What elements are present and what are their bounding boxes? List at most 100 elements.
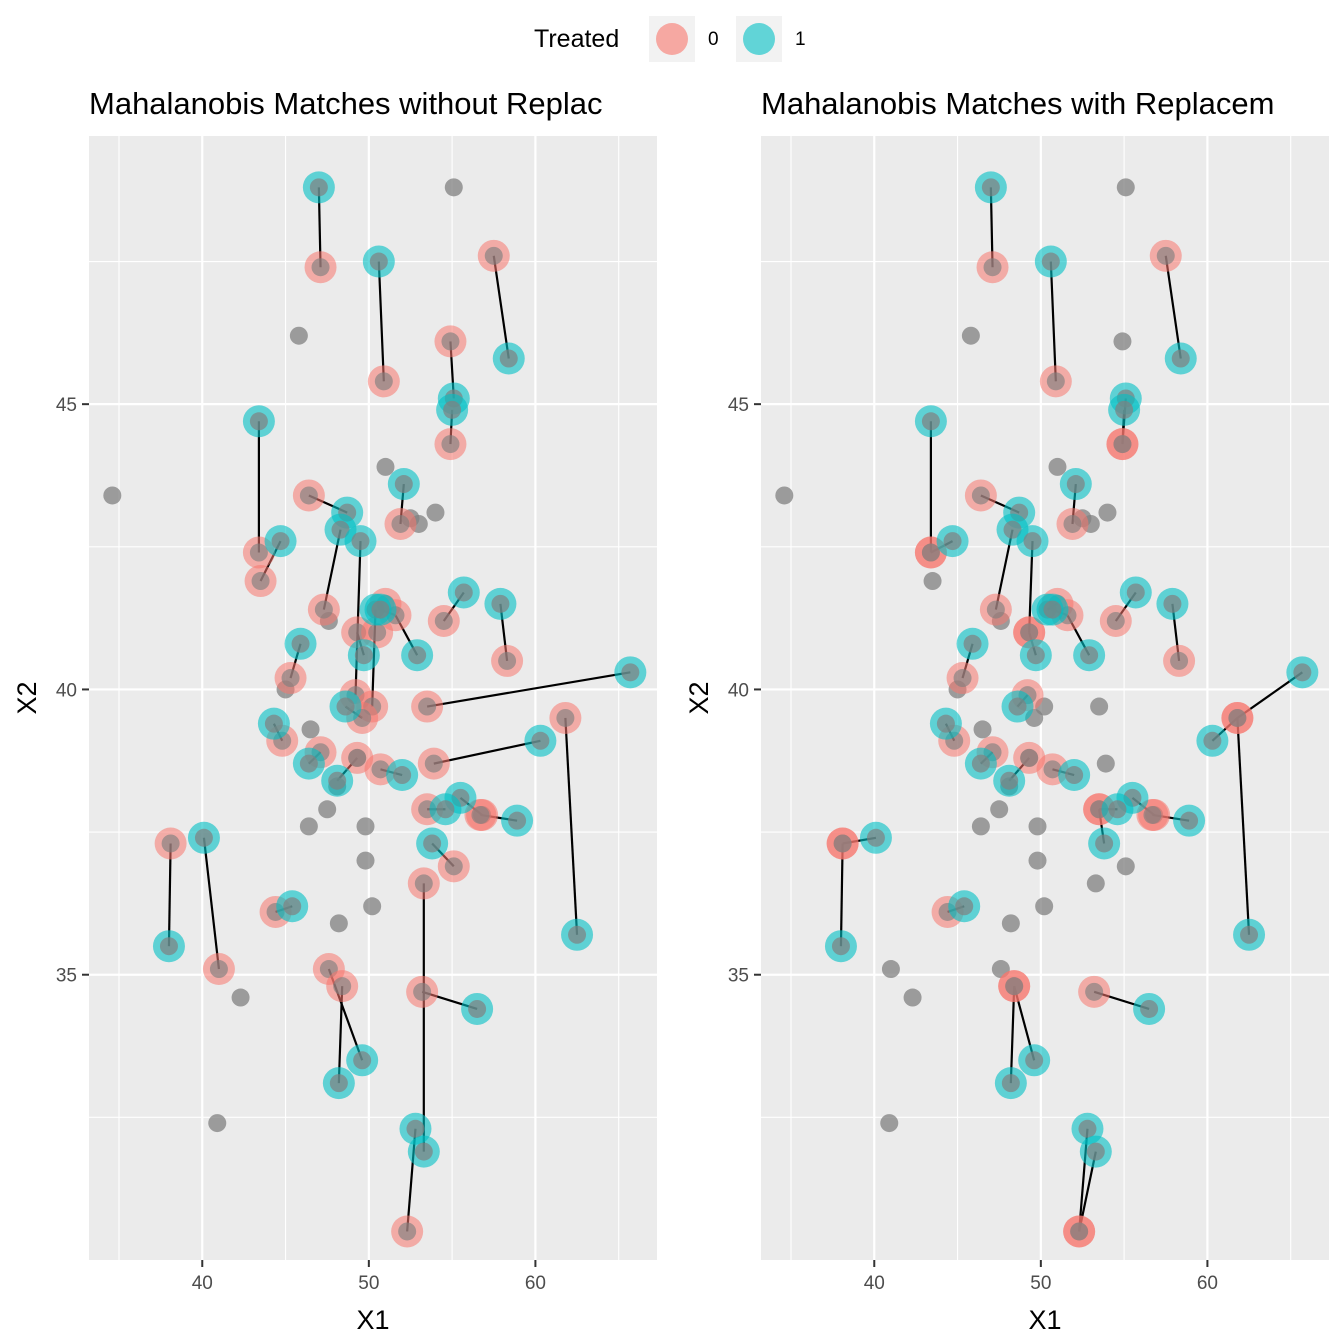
treated-point [524, 724, 557, 757]
treated-point [346, 1044, 379, 1077]
treated-point [1101, 793, 1134, 826]
treated-point [993, 764, 1026, 797]
x-tick-labels-left: 40 50 60 [192, 1273, 546, 1294]
control-point [292, 479, 325, 512]
treated-point [257, 707, 290, 740]
unmatched-point [971, 817, 990, 836]
treated-point [1156, 587, 1189, 620]
unmatched-point [231, 988, 250, 1007]
treated-point [956, 627, 989, 660]
unmatched-point [208, 1114, 227, 1133]
unmatched-point [1116, 178, 1135, 197]
treated-point [1233, 918, 1266, 951]
unmatched-point [903, 988, 922, 1007]
control-point [417, 747, 450, 780]
treated-point [322, 1067, 355, 1100]
unmatched-point [1028, 817, 1047, 836]
treated-point [929, 707, 962, 740]
control-point [1099, 604, 1132, 637]
legend-label-0: 0 [708, 29, 719, 50]
unmatched-point [880, 1114, 899, 1133]
treated-point [1088, 827, 1121, 860]
treated-point [1079, 1135, 1112, 1168]
unmatched-point [444, 178, 463, 197]
control-point [407, 867, 440, 900]
match-segment [377, 261, 385, 382]
x-tick-label: 40 [864, 1273, 885, 1294]
treated-point [1001, 690, 1034, 723]
panel-with-replacement: Mahalanobis Matches with Replacem 40 50 60… [684, 86, 1329, 1335]
y-axis-label-left: X2 [12, 681, 42, 714]
control-point [1106, 428, 1139, 461]
control-point [1149, 239, 1182, 272]
x-tick-label: 50 [358, 1273, 379, 1294]
treated-point [1036, 593, 1069, 626]
control-point [367, 365, 400, 398]
unmatched-point [881, 960, 900, 979]
y-tick-label: 40 [728, 680, 749, 701]
treated-point [401, 639, 434, 672]
unmatched-point [289, 326, 308, 345]
unmatched-point [1048, 457, 1067, 476]
match-segment [1236, 717, 1251, 935]
legend-label-1: 1 [795, 29, 806, 50]
control-points-right [826, 239, 1254, 1248]
treated-point [1286, 656, 1319, 689]
match-segment [1164, 255, 1182, 359]
treated-point [964, 747, 997, 780]
control-point [1163, 644, 1196, 677]
unmatched-point [329, 914, 348, 933]
treated-point [1173, 804, 1206, 837]
control-point [976, 251, 1009, 284]
treated-point [501, 804, 534, 837]
treated-point [936, 525, 969, 558]
control-point [1063, 1215, 1096, 1248]
control-point [826, 827, 859, 860]
x-tick-label: 40 [192, 1273, 213, 1294]
control-point [202, 953, 235, 986]
x-axis-label-left: X1 [356, 1305, 389, 1335]
unmatched-point [990, 800, 1009, 819]
treated-point [948, 890, 981, 923]
x-tick-label: 60 [1197, 1273, 1218, 1294]
axis-ticks-right [754, 403, 1209, 1267]
control-point [411, 690, 444, 723]
treated-point [429, 793, 462, 826]
unmatched-point [318, 800, 337, 819]
treated-point [1016, 525, 1049, 558]
unmatched-point [961, 326, 980, 345]
treated-point [364, 593, 397, 626]
y-tick-labels-left: 35 40 45 [56, 395, 77, 987]
unmatched-point [1096, 754, 1115, 773]
unmatched-point [1116, 857, 1135, 876]
control-point [1039, 365, 1072, 398]
unmatched-point [923, 572, 942, 591]
control-point [437, 850, 470, 883]
treated-point [329, 690, 362, 723]
unmatched-point [426, 503, 445, 522]
treated-point [1018, 1044, 1051, 1077]
x-tick-labels-right: 40 50 60 [864, 1273, 1218, 1294]
treated-point [1108, 393, 1141, 426]
treated-point [292, 747, 325, 780]
treated-point [859, 821, 892, 854]
axis-ticks-left [82, 403, 537, 1267]
y-tick-label: 40 [56, 680, 77, 701]
unmatched-point [363, 897, 382, 916]
unmatched-point [1035, 897, 1054, 916]
match-segment [337, 986, 344, 1084]
treated-point [321, 764, 354, 797]
control-point [998, 970, 1031, 1003]
unmatched-point [301, 720, 320, 739]
treated-point [461, 992, 494, 1025]
control-point [154, 827, 187, 860]
treated-point [387, 468, 420, 501]
treated-point [614, 656, 647, 689]
control-point [434, 428, 467, 461]
panel-without-replacement: Mahalanobis Matches without Replac 40 50 6… [12, 86, 657, 1335]
legend-title: Treated [534, 25, 619, 53]
control-point [427, 604, 460, 637]
match-segment [167, 843, 172, 947]
control-point [307, 593, 340, 626]
